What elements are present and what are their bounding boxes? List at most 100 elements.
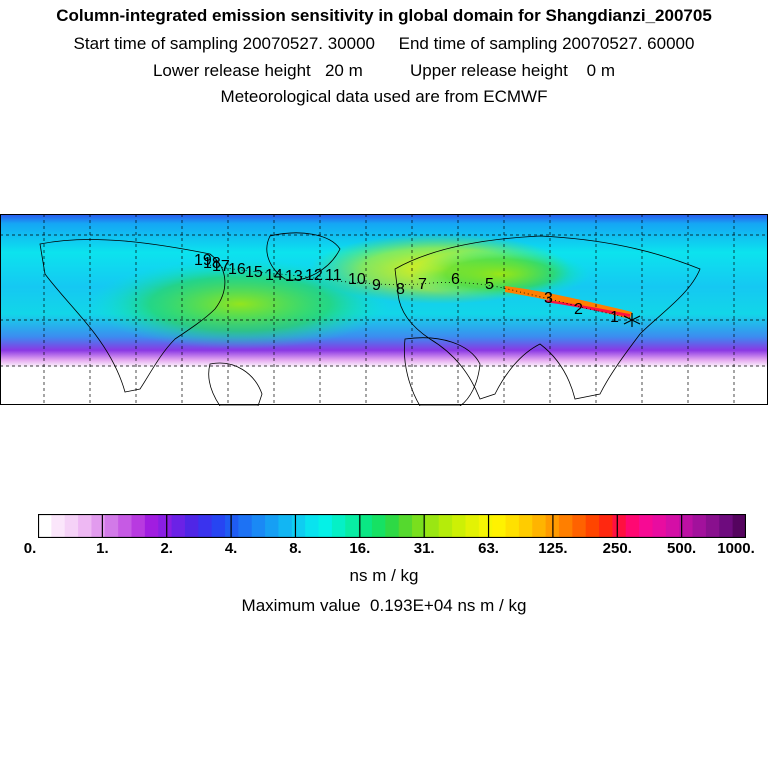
colorbar-swatch <box>198 514 213 538</box>
colorbar-swatch <box>438 514 453 538</box>
emission-sensitivity-map: 1 2 3 5 6 7 8 9 10 11 12 13 14 15 16 17 … <box>0 214 768 406</box>
colorbar-tick-label: 125. <box>538 540 568 557</box>
colorbar-units: ns m / kg <box>349 566 419 585</box>
traj-label-7: 7 <box>418 276 427 293</box>
sensitivity-blob-siberia <box>410 249 590 299</box>
colorbar <box>38 514 746 538</box>
colorbar-swatch <box>278 514 293 538</box>
colorbar-swatch <box>705 514 720 538</box>
coast-north-america <box>39 239 226 393</box>
traj-label-16: 16 <box>228 261 246 278</box>
colorbar-swatch <box>331 514 346 538</box>
colorbar-swatch <box>104 514 119 538</box>
colorbar-swatch <box>318 514 333 538</box>
colorbar-swatch <box>665 514 680 538</box>
colorbar-swatch <box>291 514 306 538</box>
traj-label-15: 15 <box>245 264 263 281</box>
colorbar-swatch <box>585 514 600 538</box>
colorbar-swatch <box>358 514 373 538</box>
coast-africa <box>403 337 481 406</box>
colorbar-tick-label: 16. <box>349 540 371 557</box>
colorbar-swatch <box>251 514 266 538</box>
colorbar-swatch <box>465 514 480 538</box>
colorbar-swatch <box>184 514 199 538</box>
traj-label-10: 10 <box>348 271 366 288</box>
colorbar-swatch <box>732 514 746 538</box>
colorbar-tick-label: 1000. <box>717 540 755 557</box>
colorbar-swatch <box>518 514 533 538</box>
plot-title: Column-integrated emission sensitivity i… <box>56 6 712 25</box>
colorbar-tick-label: 63. <box>478 540 499 557</box>
trajectory-path <box>204 263 631 319</box>
colorbar-swatch <box>532 514 547 538</box>
colorbar-swatch <box>158 514 173 538</box>
colorbar-swatch <box>51 514 66 538</box>
colorbar-swatch <box>505 514 520 538</box>
colorbar-swatch <box>211 514 226 538</box>
trajectory-labels: 1 2 3 5 6 7 8 9 10 11 12 13 14 15 16 17 … <box>194 252 619 326</box>
traj-label-5: 5 <box>485 276 494 293</box>
colorbar-swatch <box>38 514 52 538</box>
colorbar-swatches <box>38 514 746 538</box>
colorbar-swatch <box>345 514 360 538</box>
traj-label-6: 6 <box>451 271 460 288</box>
colorbar-swatch <box>612 514 627 538</box>
colorbar-swatch <box>625 514 640 538</box>
colorbar-tick-label: 2. <box>160 540 173 557</box>
colorbar-swatch <box>572 514 587 538</box>
colorbar-tick-label: 4. <box>224 540 238 557</box>
colorbar-swatch <box>478 514 493 538</box>
colorbar-swatch <box>225 514 239 538</box>
traj-label-3: 3 <box>544 290 553 307</box>
colorbar-swatch <box>131 514 146 538</box>
colorbar-swatch <box>91 514 106 538</box>
traj-label-17: 17 <box>212 258 230 275</box>
colorbar-swatch <box>371 514 386 538</box>
colorbar-swatch <box>171 514 186 538</box>
colorbar-tick-label: 8. <box>289 540 302 557</box>
coast-eurasia <box>394 235 701 400</box>
traj-label-18: 18 <box>203 255 221 272</box>
colorbar-swatch <box>692 514 707 538</box>
colorbar-swatch <box>425 514 440 538</box>
colorbar-tick-label: 1. <box>96 540 109 557</box>
coast-greenland <box>266 232 341 281</box>
colorbar-tick-label: 31. <box>413 540 435 557</box>
colorbar-swatch <box>558 514 573 538</box>
colorbar-swatch <box>305 514 320 538</box>
colorbar-swatch <box>385 514 400 538</box>
traj-label-14: 14 <box>265 267 283 284</box>
meteo-source-line: Meteorological data used are from ECMWF <box>220 87 548 106</box>
traj-label-11: 11 <box>325 267 342 284</box>
colorbar-swatch <box>64 514 79 538</box>
traj-label-8: 8 <box>396 281 405 298</box>
colorbar-frame <box>38 514 746 538</box>
sampling-time-line: Start time of sampling 20070527. 30000 E… <box>73 34 695 53</box>
colorbar-swatch <box>639 514 654 538</box>
colorbar-swatch <box>118 514 133 538</box>
colorbar-tick-label: 500. <box>667 540 697 557</box>
traj-label-1: 1 <box>610 309 619 326</box>
colorbar-swatch <box>398 514 413 538</box>
coast-south-america <box>208 362 263 406</box>
traj-label-19: 19 <box>194 252 212 269</box>
colorbar-tick-label: 250. <box>602 540 632 557</box>
colorbar-swatch <box>412 514 426 538</box>
coastlines <box>39 232 701 406</box>
colorbar-swatch <box>452 514 467 538</box>
colorbar-swatch <box>265 514 280 538</box>
traj-label-2: 2 <box>574 301 583 318</box>
colorbar-swatch <box>679 514 694 538</box>
sensitivity-blob-atlantic <box>90 259 390 349</box>
colorbar-swatch <box>652 514 667 538</box>
release-height-line: Lower release height 20 m Upper release … <box>152 61 616 80</box>
colorbar-swatch <box>78 514 93 538</box>
colorbar-dividers <box>101 514 683 538</box>
colorbar-swatch <box>238 514 253 538</box>
traj-label-12: 12 <box>305 267 323 284</box>
traj-label-9: 9 <box>372 277 381 294</box>
maximum-value-text: Maximum value 0.193E+04 ns m / kg <box>241 596 527 615</box>
peak-sensitivity-plume <box>545 300 630 317</box>
colorbar-swatch <box>719 514 734 538</box>
colorbar-swatch <box>599 514 614 538</box>
